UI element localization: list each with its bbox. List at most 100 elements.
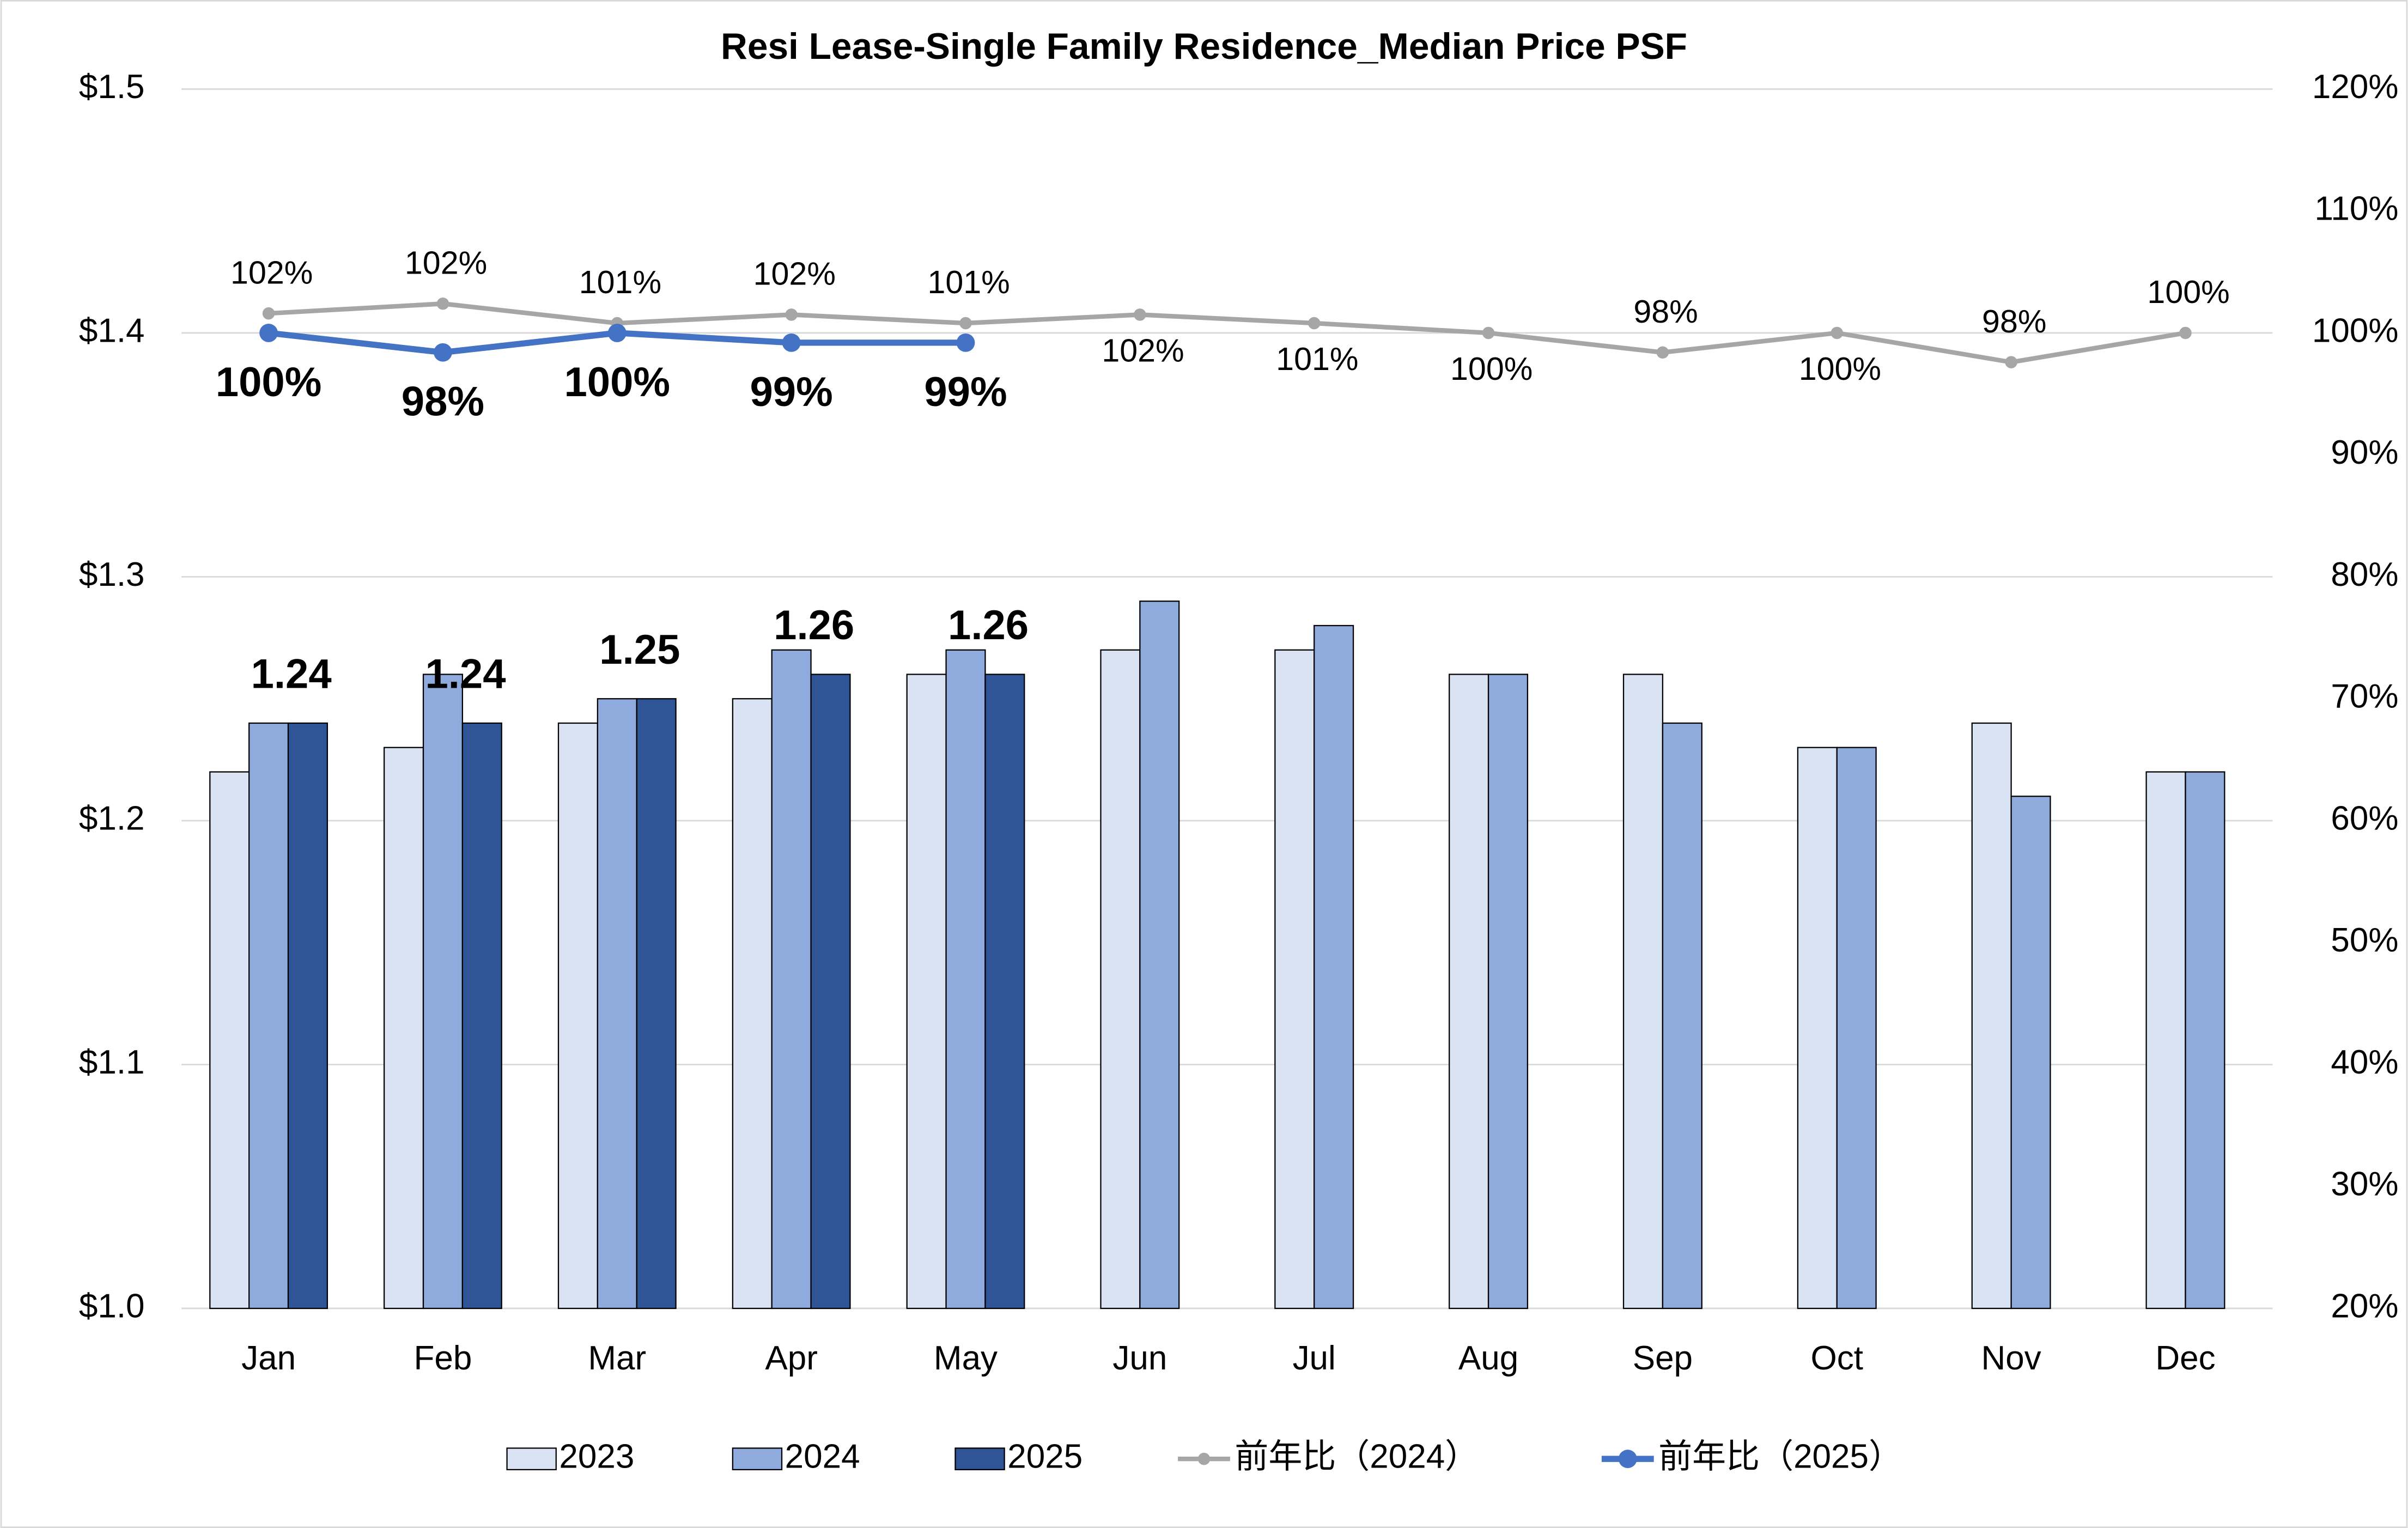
- x-tick-label: Jun: [1112, 1339, 1167, 1377]
- data-label: 99%: [750, 369, 832, 415]
- x-tick-label: Sep: [1633, 1339, 1693, 1377]
- line: [268, 301, 2186, 365]
- data-label: 1.26: [948, 602, 1029, 648]
- legend-swatch: [954, 1447, 1005, 1471]
- bar: [2010, 796, 2051, 1309]
- bar: [732, 698, 773, 1309]
- bar: [287, 722, 328, 1309]
- legend-label: 2024: [785, 1438, 860, 1476]
- legend-label: 前年比（2025）: [1658, 1438, 1902, 1476]
- bar: [1662, 722, 1702, 1309]
- x-tick-label: Apr: [765, 1339, 817, 1377]
- x-tick-label: Feb: [414, 1339, 472, 1377]
- y2-tick-label: 110%: [2315, 190, 2399, 228]
- bar: [2185, 771, 2225, 1309]
- bar: [945, 649, 986, 1309]
- line-marker: [1656, 346, 1669, 359]
- bar: [1836, 747, 1877, 1309]
- y-tick-label: $1.4: [79, 312, 145, 349]
- bar: [209, 771, 250, 1309]
- bar: [1487, 674, 1529, 1309]
- x-tick-label: May: [934, 1339, 998, 1377]
- line-marker: [785, 308, 798, 321]
- y2-tick-label: 20%: [2331, 1287, 2398, 1325]
- bar: [248, 722, 289, 1309]
- data-label: 100%: [216, 359, 322, 405]
- bar: [1100, 649, 1141, 1309]
- data-label: 100%: [2147, 274, 2229, 310]
- data-label: 102%: [753, 256, 836, 292]
- legend-label: 2023: [559, 1438, 634, 1476]
- line-marker: [2005, 356, 2017, 368]
- data-label: 1.24: [251, 651, 332, 698]
- line-marker: [782, 333, 801, 352]
- bar: [1314, 624, 1354, 1309]
- bar: [2145, 771, 2186, 1309]
- data-label: 98%: [1633, 293, 1698, 330]
- bar: [1274, 649, 1315, 1309]
- y2-tick-label: 50%: [2331, 921, 2398, 959]
- bar: [1139, 601, 1180, 1309]
- line-marker: [436, 297, 449, 310]
- legend-swatch: [1618, 1450, 1637, 1469]
- y2-tick-label: 120%: [2312, 68, 2399, 106]
- line-marker: [1308, 317, 1321, 330]
- bar: [597, 698, 637, 1309]
- legend-swatch: [1197, 1452, 1211, 1465]
- line-marker: [259, 324, 278, 342]
- data-label: 99%: [924, 369, 1007, 415]
- data-label: 101%: [1276, 341, 1358, 377]
- bar: [771, 649, 812, 1309]
- line-marker: [434, 343, 452, 362]
- y2-tick-label: 70%: [2331, 678, 2398, 716]
- data-label: 1.26: [774, 602, 854, 648]
- x-tick-label: Dec: [2155, 1339, 2215, 1377]
- legend-label: 2025: [1007, 1438, 1083, 1476]
- y-tick-label: $1.3: [79, 556, 145, 593]
- data-label: 1.25: [599, 627, 680, 673]
- y2-tick-label: 80%: [2331, 556, 2398, 593]
- line-marker: [959, 317, 972, 330]
- data-label: 102%: [1102, 332, 1184, 368]
- x-tick-label: Jul: [1293, 1339, 1336, 1377]
- bar: [1971, 722, 2012, 1309]
- data-label: 102%: [230, 254, 313, 290]
- bar: [384, 747, 424, 1309]
- line-marker: [1482, 326, 1495, 339]
- y2-tick-label: 40%: [2331, 1044, 2398, 1081]
- y2-tick-label: 100%: [2312, 312, 2399, 349]
- line-marker: [956, 333, 975, 352]
- x-tick-label: Nov: [1981, 1339, 2041, 1377]
- data-label: 102%: [405, 244, 487, 281]
- data-label: 100%: [1450, 350, 1533, 387]
- bar: [1622, 674, 1664, 1309]
- data-label: 101%: [927, 264, 1010, 300]
- data-label: 98%: [1982, 303, 2046, 339]
- y2-tick-label: 90%: [2331, 434, 2398, 471]
- legend-swatch: [732, 1447, 783, 1471]
- line-marker: [2179, 326, 2192, 339]
- bar: [810, 674, 851, 1309]
- x-tick-label: Jan: [241, 1339, 296, 1377]
- bar: [984, 674, 1025, 1309]
- y-tick-label: $1.0: [79, 1287, 145, 1325]
- x-tick-label: Mar: [588, 1339, 646, 1377]
- bar: [1449, 674, 1489, 1309]
- bar: [906, 674, 947, 1309]
- data-label: 100%: [1799, 350, 1881, 387]
- legend-label: 前年比（2024）: [1235, 1438, 1479, 1476]
- line-marker: [1831, 326, 1844, 339]
- bar: [557, 722, 598, 1309]
- line-marker: [262, 307, 275, 320]
- y-tick-label: $1.1: [79, 1044, 145, 1081]
- x-tick-label: Oct: [1811, 1339, 1863, 1377]
- bar: [636, 698, 677, 1309]
- x-tick-label: Aug: [1458, 1339, 1518, 1377]
- y-tick-label: $1.2: [79, 799, 145, 837]
- bar: [1797, 747, 1838, 1309]
- data-label: 98%: [402, 379, 484, 425]
- legend-swatch: [506, 1447, 557, 1471]
- y2-tick-label: 60%: [2331, 799, 2398, 837]
- chart-title: Resi Lease-Single Family Residence_Media…: [721, 26, 1687, 67]
